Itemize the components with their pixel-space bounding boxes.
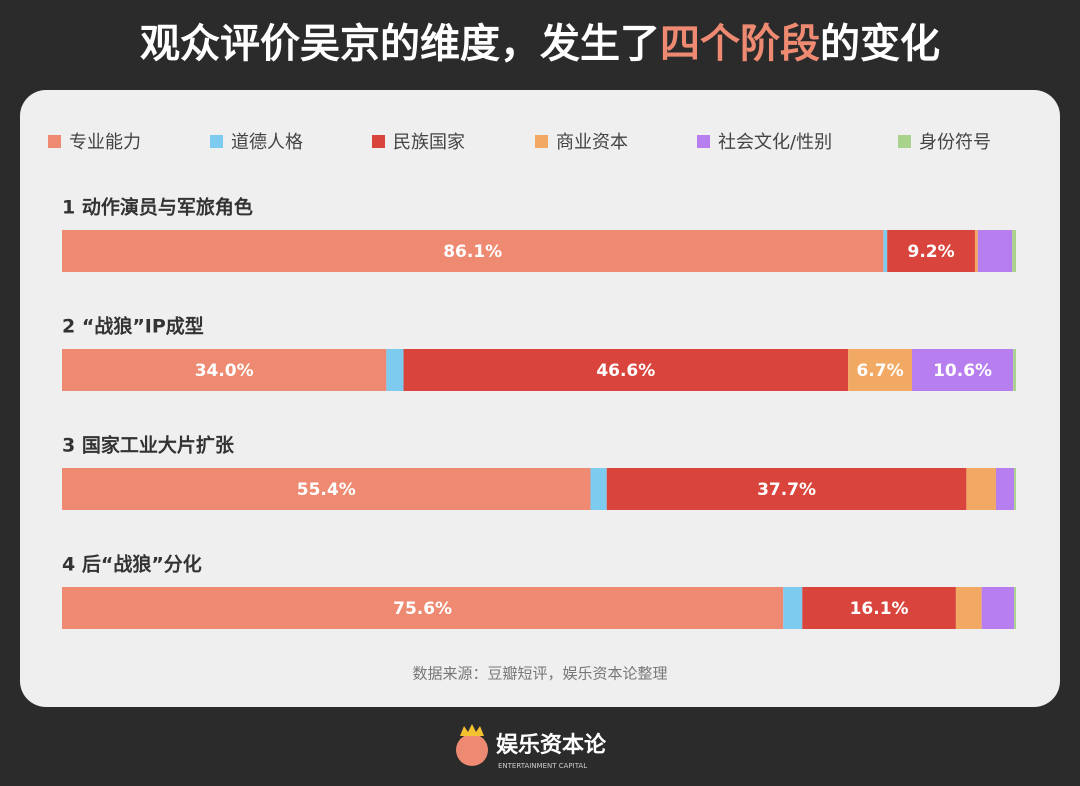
value-label: 16.1%	[850, 599, 909, 619]
value-label: 9.2%	[908, 242, 955, 262]
bar-segment	[62, 230, 884, 272]
bar-segment	[995, 468, 1015, 510]
value-label: 75.6%	[393, 599, 452, 619]
category-label: 3 国家工业大片扩张	[62, 434, 235, 457]
bar-segment	[62, 587, 784, 629]
bar-segment	[912, 349, 1014, 391]
brand: 娱乐资本论	[496, 732, 607, 758]
legend-label: 商业资本	[556, 132, 628, 153]
bar-segment	[403, 349, 849, 391]
bar-segment	[783, 587, 803, 629]
legend-label: 专业能力	[69, 132, 141, 153]
value-label: 34.0%	[195, 361, 254, 381]
bar-segment	[981, 587, 1015, 629]
legend-label: 身份符号	[919, 132, 991, 153]
value-label: 46.6%	[596, 361, 655, 381]
brand-crown	[460, 724, 484, 736]
brand-en: ENTERTAINMENT CAPITAL	[498, 762, 587, 770]
bar-segment	[955, 587, 982, 629]
bar-segment	[1013, 349, 1016, 391]
category-label: 2 “战狼”IP成型	[62, 315, 204, 338]
legend-swatch	[898, 135, 911, 148]
value-label: 10.6%	[933, 361, 992, 381]
bar-segment	[1014, 468, 1016, 510]
title-part: 观众评价吴京的维度，发生了	[140, 21, 660, 67]
legend-label: 道德人格	[231, 132, 303, 153]
bar-segment	[62, 349, 387, 391]
legend-swatch	[697, 135, 710, 148]
source: 数据来源：豆瓣短评，娱乐资本论整理	[412, 665, 667, 683]
bar-segment	[1014, 587, 1016, 629]
value-label: 37.7%	[757, 480, 816, 500]
bar-segment	[62, 468, 591, 510]
legend-swatch	[372, 135, 385, 148]
value-label: 55.4%	[297, 480, 356, 500]
bar-segment	[802, 587, 956, 629]
value-label: 86.1%	[443, 242, 502, 262]
legend-swatch	[48, 135, 61, 148]
bar-segment	[977, 230, 1013, 272]
legend-label: 民族国家	[393, 132, 465, 153]
bar-segment	[848, 349, 913, 391]
bar-segment	[883, 230, 888, 272]
legend-swatch	[535, 135, 548, 148]
bar-segment	[966, 468, 996, 510]
category-label: 4 后“战狼”分化	[62, 553, 202, 576]
bar-segment	[590, 468, 607, 510]
bar-segment	[887, 230, 975, 272]
value-label: 6.7%	[856, 361, 903, 381]
legend-label: 社会文化/性别	[718, 132, 832, 153]
bar-segment	[386, 349, 404, 391]
chart-title: 观众评价吴京的维度，发生了四个阶段的变化	[140, 21, 940, 67]
title-part: 四个阶段	[660, 21, 820, 67]
legend-swatch	[210, 135, 223, 148]
title-part: 的变化	[820, 21, 940, 67]
bar-segment	[974, 230, 978, 272]
bar-segment	[606, 468, 967, 510]
bar-segment	[1012, 230, 1016, 272]
category-label: 1 动作演员与军旅角色	[62, 196, 253, 219]
brand-logo	[456, 734, 488, 766]
